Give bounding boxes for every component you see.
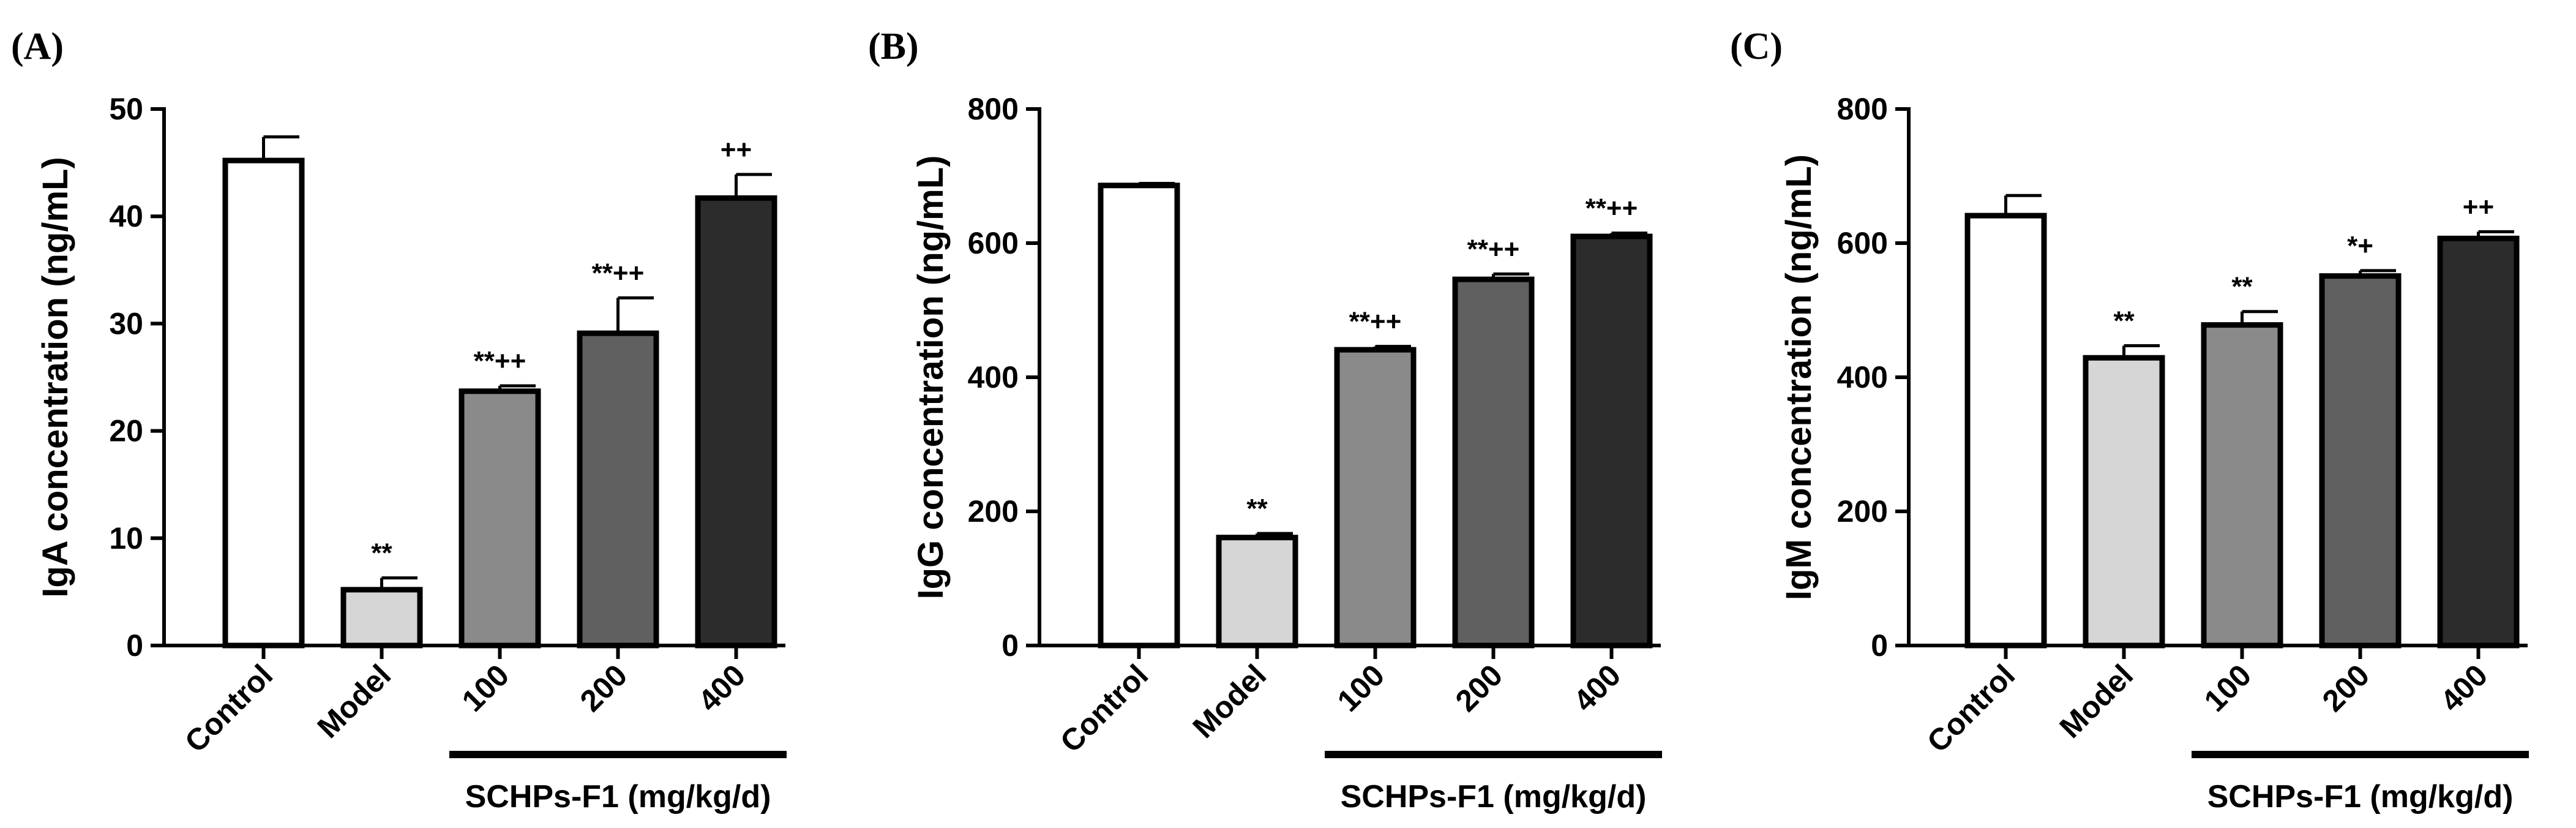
- x-tick-label: 200: [1449, 658, 1510, 718]
- significance-label: **: [1246, 494, 1268, 524]
- bar: [2437, 235, 2520, 649]
- significance-label: **: [371, 538, 392, 568]
- x-tick-label: 100: [1331, 658, 1391, 718]
- significance-label: **++: [474, 346, 526, 376]
- bar: [222, 157, 305, 649]
- group-label: SCHPs-F1 (mg/kg/d): [1341, 779, 1647, 815]
- bar: [577, 330, 659, 649]
- y-tick-label: 0: [126, 628, 143, 663]
- y-tick-label: 800: [968, 92, 1019, 126]
- bar: [340, 587, 423, 649]
- y-tick-label: 600: [968, 226, 1019, 260]
- chart-panel-3: (C) IgM concentration (ng/mL) 0 200 400 600 80…: [1730, 26, 2529, 815]
- significance-label: ++: [2463, 192, 2494, 222]
- x-tick-label: 100: [455, 658, 516, 718]
- y-tick-label: 40: [109, 199, 143, 233]
- x-tick-label: 400: [1567, 658, 1628, 718]
- y-tick-label: 600: [1837, 226, 1888, 260]
- bar: [1964, 213, 2047, 649]
- x-tick-label: Control: [1054, 658, 1155, 759]
- bar: [1452, 276, 1535, 649]
- x-tick-label: 200: [2316, 658, 2376, 718]
- y-axis-label: IgM concentration (ng/mL): [1779, 154, 1819, 600]
- y-tick-label: 400: [968, 360, 1019, 394]
- x-tick-label: 200: [574, 658, 634, 718]
- y-axis-label: IgG concentration (ng/mL): [911, 156, 951, 600]
- panel-letter: (A): [11, 26, 64, 67]
- x-tick-label: 400: [2434, 658, 2495, 718]
- significance-label: **++: [1349, 307, 1402, 337]
- y-tick-label: 30: [109, 306, 143, 341]
- significance-label: **++: [1467, 234, 1520, 264]
- x-tick-label: Control: [1920, 658, 2021, 759]
- x-tick-label: 400: [692, 658, 752, 718]
- x-tick-label: 100: [2198, 658, 2258, 718]
- y-tick-label: 0: [1002, 628, 1019, 663]
- bar: [2319, 273, 2402, 649]
- bar: [695, 195, 777, 649]
- y-axis-label: IgA concentration (ng/mL): [36, 157, 75, 598]
- significance-label: **: [2231, 272, 2253, 302]
- bar: [1216, 535, 1298, 649]
- significance-label: **++: [1586, 194, 1638, 224]
- y-tick-label: 800: [1837, 92, 1888, 126]
- group-label: SCHPs-F1 (mg/kg/d): [2207, 779, 2514, 815]
- x-tick-label: Control: [178, 658, 279, 759]
- chart-panel-1: (A) IgA concentration (ng/mL) 0 10 20 30 40 50 C…: [11, 26, 787, 815]
- significance-label: **++: [592, 258, 645, 288]
- chart-panel-2: (B) IgG concentration (ng/mL) 0 200 400 600 80…: [868, 26, 1662, 815]
- x-tick-label: Model: [311, 658, 398, 745]
- significance-label: ++: [721, 135, 752, 165]
- y-tick-label: 50: [109, 92, 143, 126]
- y-tick-label: 20: [109, 414, 143, 448]
- bar: [2201, 322, 2283, 649]
- y-tick-label: 200: [1837, 494, 1888, 529]
- y-tick-label: 0: [1871, 628, 1888, 663]
- x-tick-label: Model: [1186, 658, 1273, 745]
- panel-letter: (B): [868, 26, 919, 67]
- group-label: SCHPs-F1 (mg/kg/d): [465, 779, 771, 815]
- y-tick-label: 400: [1837, 360, 1888, 394]
- y-tick-label: 200: [968, 494, 1019, 529]
- significance-label: **: [2113, 306, 2135, 336]
- significance-label: *+: [2347, 231, 2373, 261]
- x-tick-label: Model: [2053, 658, 2140, 745]
- y-tick-label: 10: [109, 521, 143, 555]
- bar: [1334, 347, 1417, 649]
- bar: [1570, 233, 1653, 649]
- panel-letter: (C): [1730, 26, 1783, 67]
- bar: [1098, 183, 1180, 649]
- bar: [2083, 355, 2165, 649]
- bar: [459, 388, 541, 649]
